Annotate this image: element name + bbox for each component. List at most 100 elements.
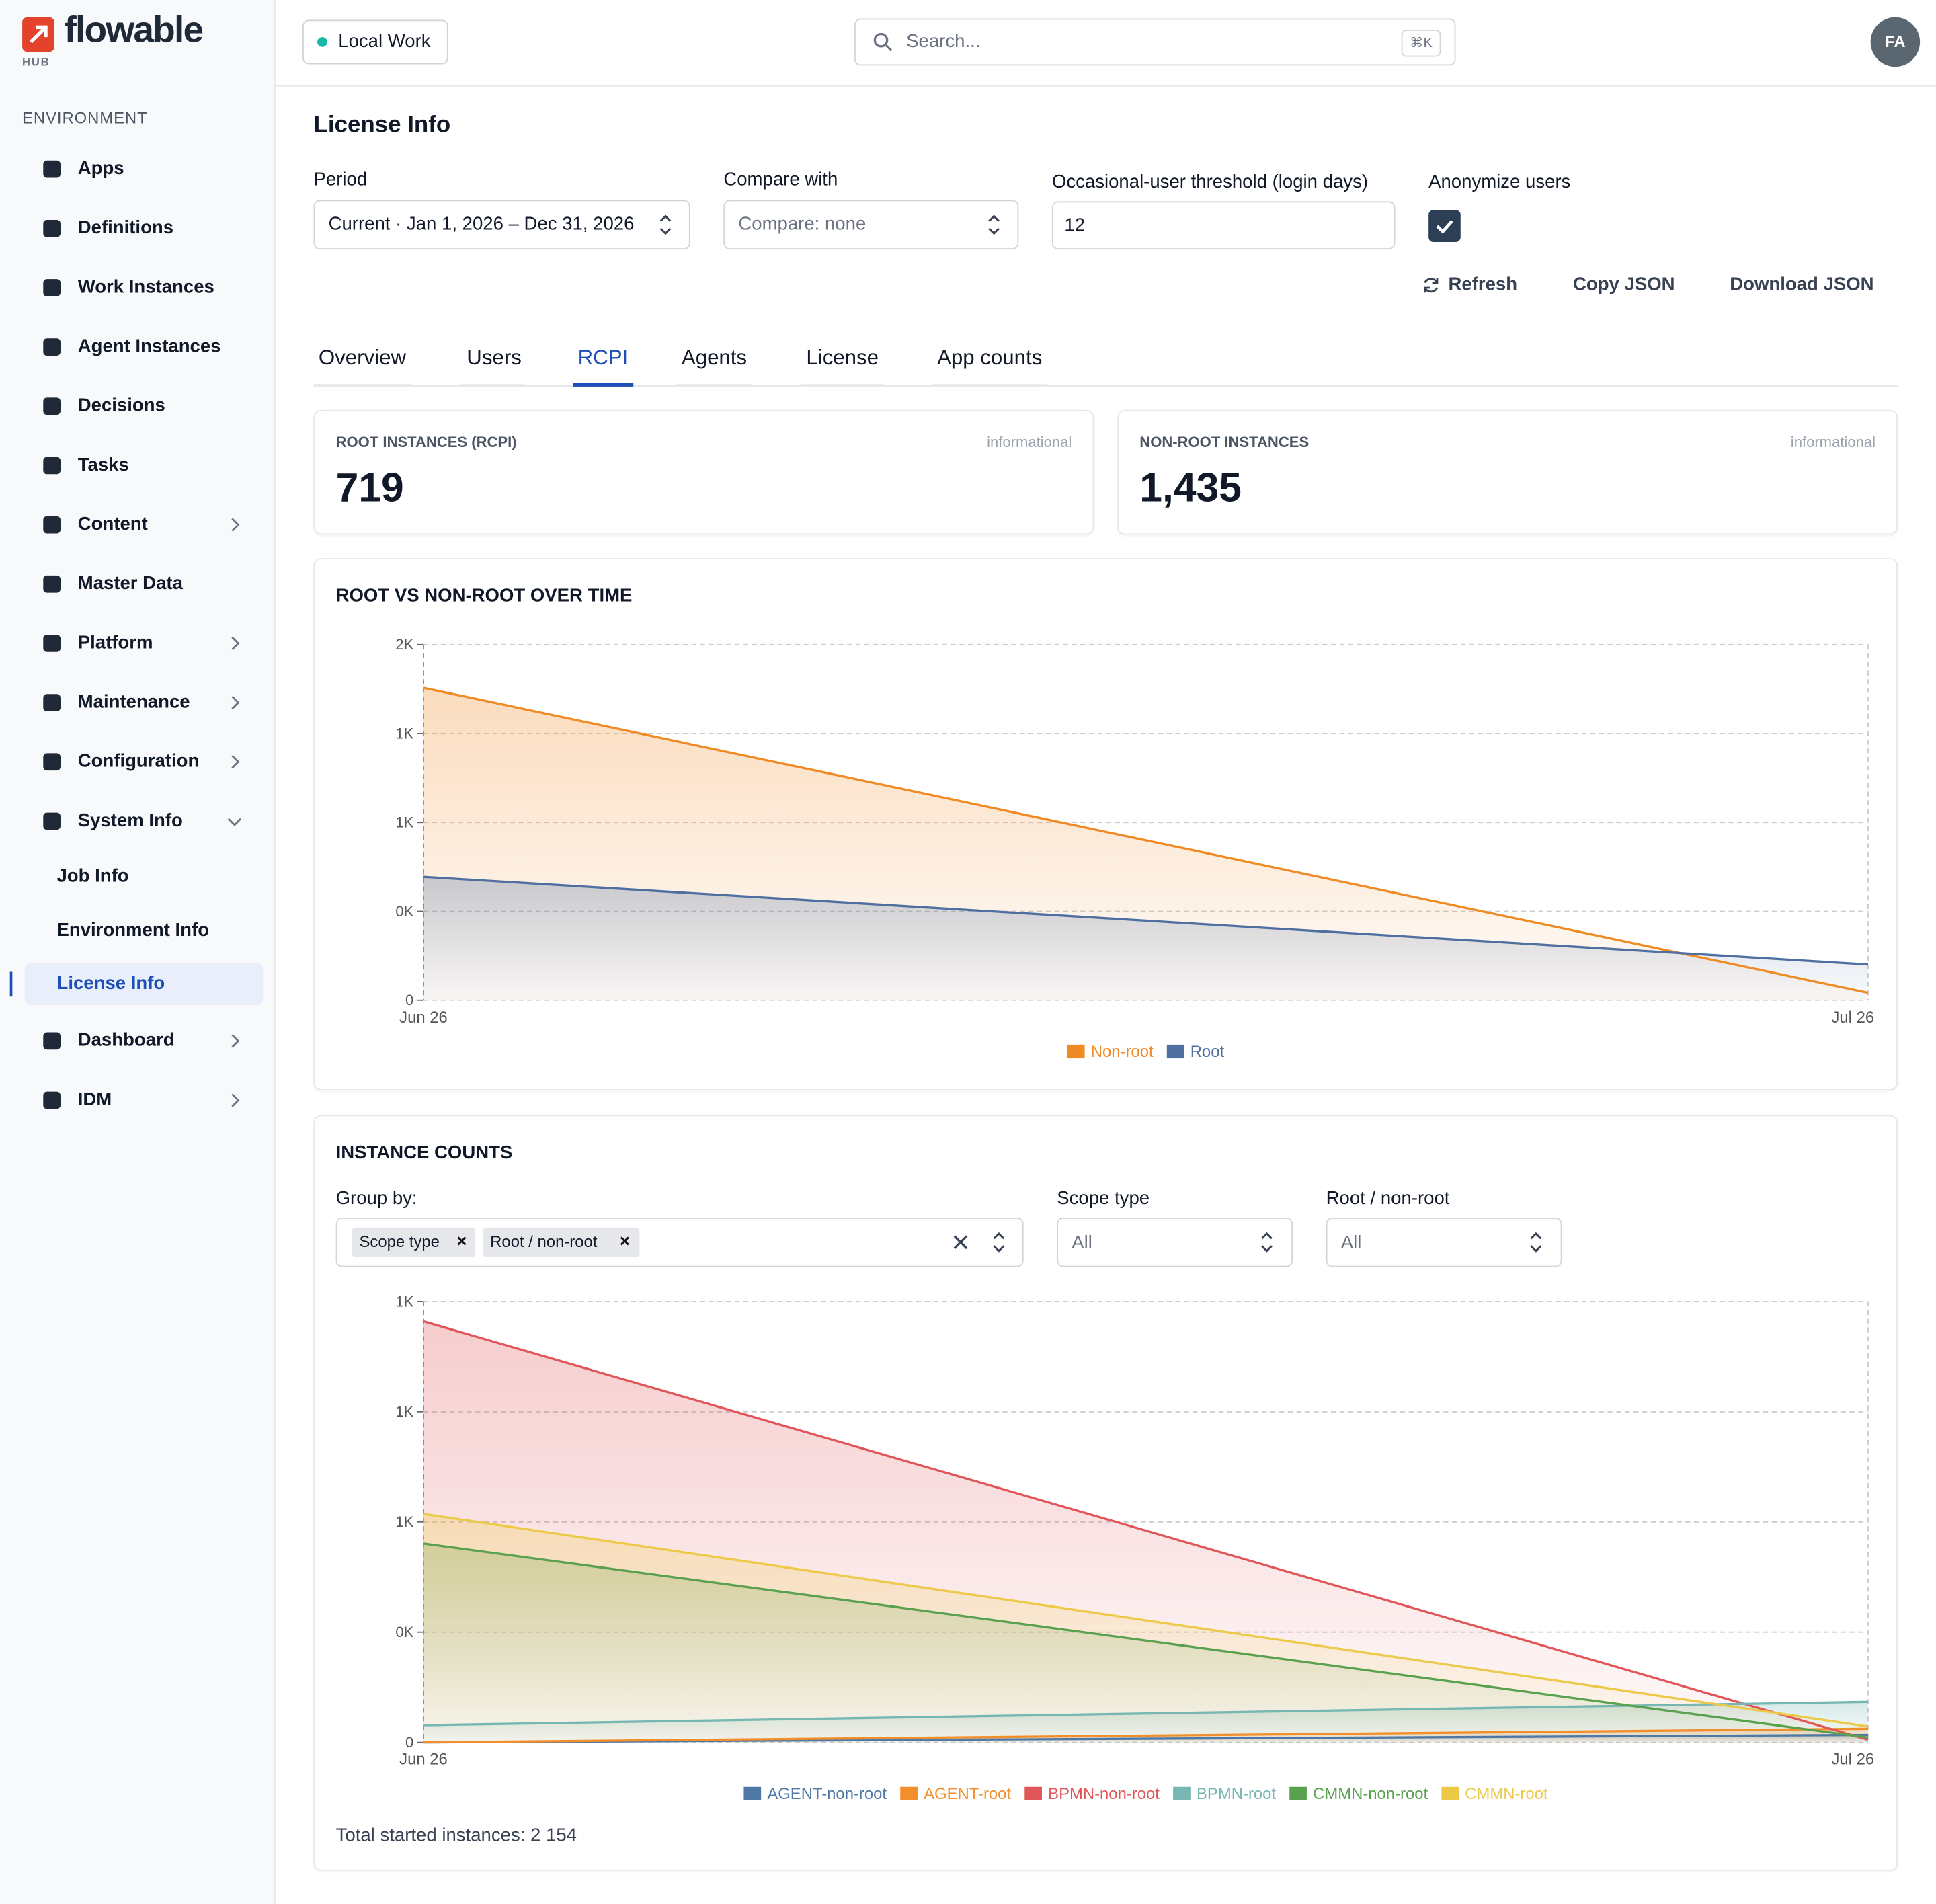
page-title: License Info: [313, 112, 451, 138]
x-tick-label: Jul 26: [1831, 1008, 1874, 1027]
nav-label: Tasks: [77, 454, 129, 476]
legend-swatch: [1173, 1786, 1191, 1800]
anonymize-checkbox[interactable]: [1428, 210, 1461, 243]
threshold-value: 12: [1064, 214, 1085, 236]
header-border: [275, 85, 1936, 87]
legend-label: Non-root: [1091, 1043, 1154, 1061]
period-value: Current · Jan 1, 2026 – Dec 31, 2026: [328, 213, 635, 235]
nav-subitem[interactable]: Job Info: [56, 865, 129, 887]
clear-button[interactable]: [953, 1235, 968, 1250]
tab[interactable]: RCPI: [577, 346, 629, 370]
nav-icon: [43, 457, 61, 475]
chip[interactable]: Root / non-root: [483, 1227, 640, 1257]
stat-card: [313, 409, 1094, 535]
legend-swatch: [1024, 1786, 1042, 1800]
tab[interactable]: App counts: [937, 346, 1043, 370]
legend-swatch: [900, 1786, 918, 1800]
scope-select[interactable]: [1057, 1218, 1293, 1267]
nav-icon: [43, 516, 61, 534]
y-tick-label: 2K: [395, 636, 413, 653]
nav-icon: [43, 635, 61, 652]
download-json-button[interactable]: Download JSON: [1730, 274, 1874, 295]
nav-icon: [43, 812, 61, 830]
stat-label: NON-ROOT INSTANCES: [1139, 433, 1309, 451]
active-bar: [9, 971, 13, 997]
legend-label: CMMN-non-root: [1313, 1785, 1428, 1803]
select-arrows: [1530, 1232, 1542, 1253]
chart-title: ROOT VS NON-ROOT OVER TIME: [335, 585, 633, 606]
nav-icon: [43, 160, 61, 178]
tab[interactable]: Overview: [318, 346, 407, 370]
shortcut: ⌘K: [1401, 30, 1441, 57]
active-bg: [24, 963, 264, 1006]
y-tick-label: 1K: [395, 814, 413, 831]
brand-sub: HUB: [22, 55, 50, 69]
legend-swatch: [1067, 1044, 1085, 1059]
legend-swatch: [743, 1786, 762, 1800]
chevron: [231, 755, 240, 769]
period-select[interactable]: [313, 200, 690, 250]
nav-label: Maintenance: [77, 691, 190, 713]
status-dot: [317, 37, 327, 47]
y-tick-label: 1K: [395, 725, 413, 742]
chevron-path: [231, 1034, 240, 1048]
nav-subitem[interactable]: Environment Info: [56, 920, 210, 941]
legend: Non-root Root: [1067, 1043, 1224, 1061]
search-placeholder: Search...: [906, 30, 981, 52]
chevron: [231, 1093, 240, 1107]
y-tick-label: 1K: [395, 1403, 413, 1420]
tab[interactable]: Users: [467, 346, 522, 370]
x-tick-label: Jun 26: [399, 1751, 448, 1769]
nav-label: IDM: [77, 1089, 112, 1111]
sidebar: flowable HUB ENVIRONMENT Apps Definitions…: [0, 0, 276, 1904]
nav-icon: [43, 753, 61, 771]
legend-label: CMMN-root: [1465, 1785, 1548, 1803]
stat-note: informational: [987, 433, 1072, 451]
tab[interactable]: License: [806, 346, 879, 370]
chevron: [231, 636, 240, 651]
tab-underline: [801, 384, 884, 386]
chip-label: Scope type: [359, 1232, 440, 1251]
search-box[interactable]: [854, 18, 1456, 66]
legend-swatch: [1441, 1786, 1459, 1800]
nav-label: Decisions: [77, 395, 165, 416]
legend: AGENT-non-root AGENT-root BPMN-non-root BPM…: [743, 1785, 1548, 1803]
tab-underline: [461, 384, 527, 386]
stat-note: informational: [1790, 433, 1876, 451]
filter-label: Root / non-root: [1326, 1187, 1450, 1209]
copy-json-button[interactable]: Copy JSON: [1573, 274, 1675, 295]
filter-label: Scope type: [1057, 1187, 1150, 1209]
line: [423, 1320, 1869, 1741]
legend-swatch: [1166, 1044, 1184, 1059]
y-tick-label: 0: [405, 1734, 413, 1751]
nav-label: Platform: [77, 632, 153, 653]
chip-remove[interactable]: [618, 1235, 631, 1247]
chip-remove[interactable]: [456, 1235, 468, 1247]
nav-icon: [43, 338, 61, 356]
compare-select[interactable]: [723, 200, 1019, 250]
legend-swatch: [1289, 1786, 1307, 1800]
select-arrows: [659, 214, 672, 235]
tab-underline: [676, 384, 752, 386]
brand: flowable: [64, 9, 204, 51]
chevron: [231, 695, 240, 710]
stat-card: [1117, 409, 1898, 535]
legend-label: BPMN-root: [1197, 1785, 1276, 1803]
root-select[interactable]: [1326, 1218, 1562, 1267]
area: [424, 1513, 1868, 1743]
x-tick-label: Jun 26: [399, 1008, 448, 1027]
nav-icon: [43, 1032, 61, 1050]
refresh-button[interactable]: Refresh: [1448, 274, 1518, 295]
y-tick-label: 0K: [395, 903, 413, 920]
nav-label: Definitions: [77, 217, 174, 239]
threshold-input[interactable]: [1051, 201, 1396, 250]
chip[interactable]: Scope type: [352, 1227, 476, 1257]
avatar[interactable]: FA: [1870, 17, 1921, 67]
nav-subitem[interactable]: License Info: [56, 973, 165, 994]
stat-value: 1,435: [1139, 464, 1242, 510]
tab[interactable]: Agents: [681, 346, 748, 370]
chevron: [231, 1034, 240, 1048]
nav-label: Apps: [77, 158, 124, 180]
nav-label: Configuration: [77, 750, 200, 772]
y-tick-label: 1K: [395, 1293, 413, 1310]
